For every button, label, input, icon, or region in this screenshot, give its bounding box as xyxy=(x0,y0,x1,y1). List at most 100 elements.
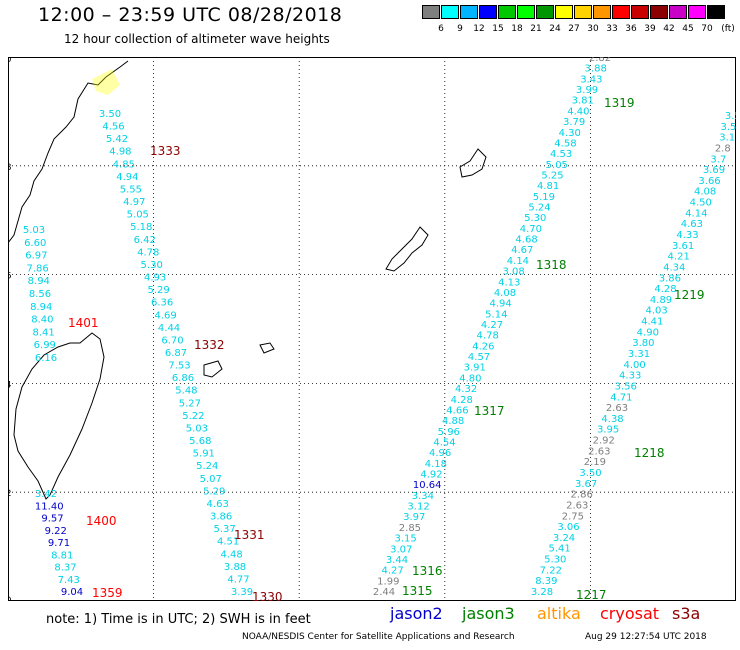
scale-swatch xyxy=(498,5,516,19)
wave-height-value: 5.68 xyxy=(189,436,211,447)
track-id-label: 1217 xyxy=(576,588,607,601)
track-id-label: 1332 xyxy=(194,338,225,352)
scale-tick-label: 30 xyxy=(587,24,599,34)
wave-height-value: 4.92 xyxy=(420,470,442,481)
wave-height-value: 6.42 xyxy=(134,235,156,246)
wave-height-value: 4.00 xyxy=(623,360,645,371)
wave-height-value: 3.79 xyxy=(563,117,585,128)
wave-height-value: 3.88 xyxy=(585,64,607,75)
track-id-label: 1315 xyxy=(402,584,433,598)
wave-height-value: 4.38 xyxy=(601,414,623,425)
wave-height-value: 2.75 xyxy=(562,511,584,522)
scale-swatch xyxy=(669,5,687,19)
scale-tick-label: 33 xyxy=(606,24,618,34)
wave-height-value: 4.50 xyxy=(690,198,712,209)
wave-height-value: 8.94 xyxy=(30,302,52,313)
wave-height-value: 5.18 xyxy=(130,222,152,233)
wave-height-value: 4.27 xyxy=(481,320,503,331)
wave-height-value: 4.97 xyxy=(123,197,145,208)
wave-height-value: 4.54 xyxy=(433,437,455,448)
map-title: 12:00 – 23:59 UTC 08/28/2018 xyxy=(38,4,343,26)
wave-height-value: 2.85 xyxy=(399,523,421,534)
wave-height-value: 3.15 xyxy=(394,534,416,545)
wave-height-value: 4.85 xyxy=(113,159,135,170)
scale-swatch xyxy=(441,5,459,19)
wave-height-value: 3.43 xyxy=(580,74,602,85)
wave-height-value: 3.66 xyxy=(698,176,720,187)
altimeter-map: 1201231261291321353028262422203.504.565.… xyxy=(8,57,736,601)
legend-jason2: jason2 xyxy=(390,604,443,623)
wave-height-value: 3.08 xyxy=(502,267,524,278)
wave-height-value: 4.27 xyxy=(382,566,404,577)
wave-height-value: 4.89 xyxy=(650,295,672,306)
wave-height-value: 3.69 xyxy=(703,165,725,176)
wave-height-value: 3.61 xyxy=(672,241,694,252)
wave-height-value: 5.48 xyxy=(175,386,197,397)
track-id-label: 1400 xyxy=(86,514,117,528)
scale-swatch xyxy=(536,5,554,19)
wave-height-value: 3.24 xyxy=(553,533,575,544)
latitude-label: 28 xyxy=(8,163,12,173)
wave-height-value: 3.34 xyxy=(412,491,434,502)
wave-height-value: 3.91 xyxy=(464,363,486,374)
track-id-label: 1317 xyxy=(474,404,505,418)
track-id-label: 1331 xyxy=(234,528,265,542)
wave-height-value: 3.39 xyxy=(231,587,253,598)
wave-height-value: 5.14 xyxy=(485,309,507,320)
wave-height-value: 3.80 xyxy=(632,338,654,349)
legend-jason3: jason3 xyxy=(462,604,515,623)
wave-height-value: 4.80 xyxy=(459,373,481,384)
wave-height-value: 4.77 xyxy=(227,574,249,585)
wave-height-value: 3.88 xyxy=(224,562,246,573)
wave-height-value: 4.21 xyxy=(668,252,690,263)
wave-height-value: 4.57 xyxy=(468,352,490,363)
wave-height-value: 4.14 xyxy=(685,208,707,219)
wave-height-value: 5.03 xyxy=(23,225,45,236)
track-id-label: 1330 xyxy=(252,590,283,601)
scale-tick-label: 70 xyxy=(701,24,713,34)
scale-tick-label: 24 xyxy=(549,24,561,34)
wave-height-value: 9.71 xyxy=(48,538,70,549)
wave-height-value: 4.08 xyxy=(494,288,516,299)
wave-height-value: 5.25 xyxy=(541,170,563,181)
wave-height-value: 11.40 xyxy=(35,501,64,512)
wave-height-value: 3.07 xyxy=(390,544,412,555)
wave-height-value: 3.31 xyxy=(628,349,650,360)
wave-height-value: 6.99 xyxy=(34,340,56,351)
wave-height-value: 4.93 xyxy=(144,273,166,284)
wave-height-value: 5.29 xyxy=(203,486,225,497)
scale-swatch xyxy=(631,5,649,19)
scale-swatch xyxy=(574,5,592,19)
scale-swatch xyxy=(479,5,497,19)
wave-height-value: 4.34 xyxy=(663,262,685,273)
wave-height-value: 3.28 xyxy=(531,587,553,598)
wave-height-value: 4.08 xyxy=(694,187,716,198)
wave-height-value: 3.06 xyxy=(557,522,579,533)
wave-height-value: 4.68 xyxy=(515,235,537,246)
wave-height-value: 6.36 xyxy=(151,298,173,309)
taiwan-coast xyxy=(13,332,105,500)
scale-swatch xyxy=(707,5,725,19)
wave-height-value: 5.91 xyxy=(193,449,215,460)
wave-height-value: 2.63 xyxy=(606,403,628,414)
wave-height-value: 8.81 xyxy=(51,550,73,561)
wave-height-value: 8.41 xyxy=(32,327,54,338)
wave-height-value: 6.70 xyxy=(161,335,183,346)
track-id-label: 1218 xyxy=(634,446,665,460)
timestamp-text: Aug 29 12:27:54 UTC 2018 xyxy=(585,632,707,642)
wave-height-value: 4.90 xyxy=(637,327,659,338)
wave-height-value: 4.69 xyxy=(154,310,176,321)
wave-height-value: 4.96 xyxy=(429,448,451,459)
wave-height-value: 8.39 xyxy=(535,576,557,587)
shallow-water-highlight xyxy=(92,69,120,95)
wave-height-value: 4.13 xyxy=(498,277,520,288)
wave-height-value: 1.99 xyxy=(377,576,399,587)
amami-island xyxy=(459,148,487,178)
wave-height-value: 5.30 xyxy=(141,260,163,271)
scale-swatch xyxy=(555,5,573,19)
wave-height-value: 5.29 xyxy=(147,285,169,296)
credit-text: NOAA/NESDIS Center for Satellite Applica… xyxy=(242,632,515,642)
wave-height-value: 7.53 xyxy=(168,361,190,372)
wave-height-value: 5.24 xyxy=(196,461,218,472)
scale-swatch xyxy=(612,5,630,19)
